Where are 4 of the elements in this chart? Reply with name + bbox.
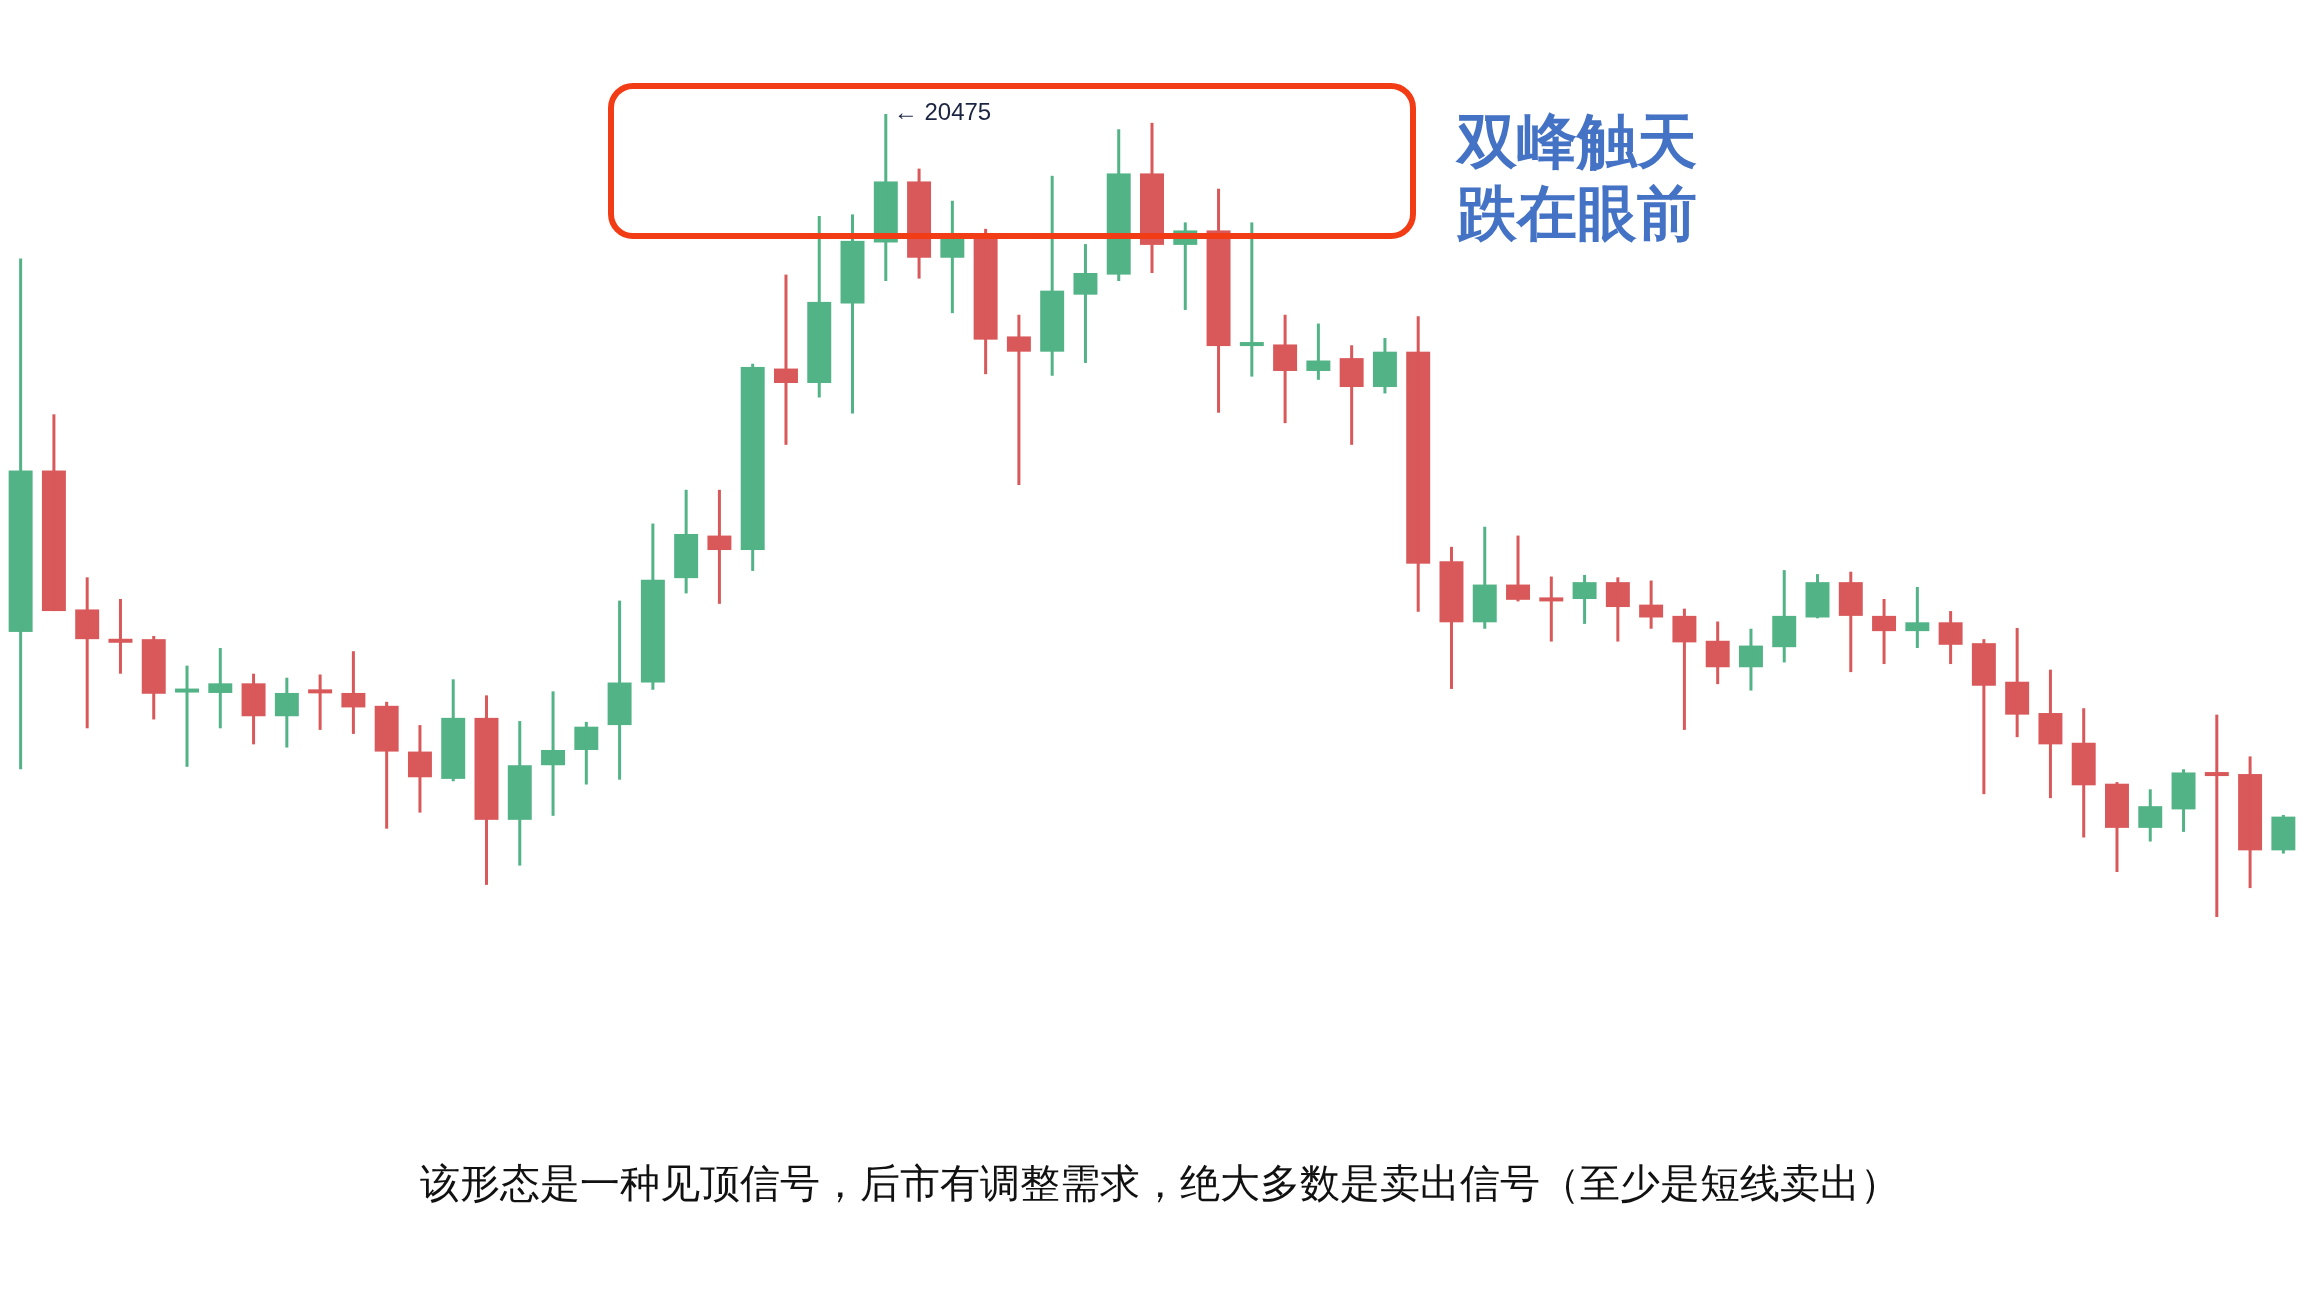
annotation: ← 20475 [893,98,992,125]
text: 该形态是一种见顶信号，后市有调整需求，绝大多数是卖出信号（至少是短线卖出） [420,1161,1900,1206]
annotation: 双峰触天 [1455,106,1697,176]
annotation: 跌在眼前 [1456,178,1697,248]
